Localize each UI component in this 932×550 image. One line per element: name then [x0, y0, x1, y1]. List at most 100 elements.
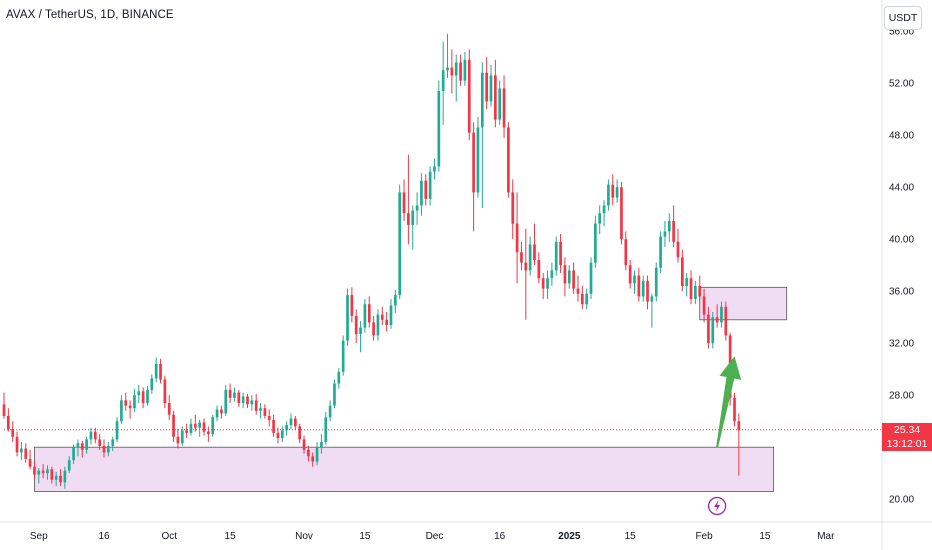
candle: [89, 427, 93, 445]
candle: [267, 409, 271, 427]
candle: [333, 379, 336, 409]
candle-body: [424, 180, 428, 199]
candle-body: [311, 456, 315, 462]
candle: [520, 241, 523, 271]
candle-body: [346, 295, 349, 341]
candle: [715, 304, 719, 328]
candle: [280, 426, 284, 442]
symbol-title: AVAX / TetherUS, 1D, BINANCE: [6, 9, 174, 21]
candle: [28, 449, 32, 470]
candle-body: [259, 408, 262, 411]
candle: [176, 429, 180, 449]
candle: [202, 418, 206, 436]
candle-body: [663, 231, 667, 237]
candle-body: [680, 257, 684, 286]
candle-body: [250, 400, 254, 405]
candle-body: [180, 430, 184, 444]
candle-body: [450, 67, 454, 76]
candle-body: [367, 304, 371, 323]
candle-body: [654, 267, 658, 297]
candle: [263, 404, 267, 419]
candle-body: [241, 396, 245, 403]
candle: [385, 312, 388, 332]
candle: [298, 423, 302, 444]
candle: [159, 358, 162, 384]
candle-body: [198, 422, 202, 428]
candle-body: [33, 466, 36, 475]
candle: [737, 413, 741, 476]
candle: [228, 383, 232, 403]
candle: [598, 205, 602, 234]
candle-body: [298, 426, 302, 440]
candle-body: [315, 447, 319, 462]
candle: [20, 442, 23, 461]
lightning-icon[interactable]: [707, 496, 727, 516]
candle: [2, 392, 6, 419]
candle: [685, 273, 689, 297]
candle-body: [546, 278, 549, 289]
candle: [15, 431, 19, 457]
candle: [720, 301, 723, 328]
candle: [76, 439, 80, 457]
candle-body: [120, 400, 123, 422]
candle: [93, 427, 97, 444]
candle: [46, 465, 49, 480]
candle: [259, 403, 262, 419]
candle: [550, 262, 554, 286]
candle-body: [337, 371, 341, 384]
candle: [672, 205, 675, 247]
candle-body: [720, 306, 723, 323]
time-tick-label: Nov: [295, 531, 313, 542]
candle: [67, 456, 71, 474]
candle-body: [159, 364, 162, 380]
candle-body: [428, 171, 432, 199]
candle: [663, 221, 667, 247]
candle: [163, 375, 167, 409]
time-tick-label: 2025: [558, 531, 581, 542]
candle-body: [28, 458, 32, 467]
candle: [620, 182, 623, 245]
candle-body: [354, 315, 358, 335]
time-axis[interactable]: Sep 16 Oct 15 Nov 15 Dec 16 2025 15 Feb 15 Mar: [30, 531, 835, 542]
candle-body: [454, 62, 458, 76]
currency-button[interactable]: USDT: [884, 6, 922, 30]
candle-body: [293, 418, 297, 427]
candle-body: [72, 447, 75, 461]
candle-body: [385, 319, 388, 325]
candle: [511, 179, 515, 240]
candle: [272, 414, 275, 437]
candle-body: [376, 314, 380, 336]
candle: [624, 231, 628, 271]
candle: [594, 215, 597, 268]
candle: [559, 234, 562, 273]
candle-body: [80, 443, 84, 450]
candle-body: [328, 405, 332, 418]
candle-body: [141, 391, 145, 403]
candle: [320, 434, 323, 454]
candle-body: [633, 275, 636, 284]
candle-body: [537, 260, 541, 279]
candle: [167, 395, 171, 420]
candle-body: [433, 166, 436, 172]
candle: [50, 466, 54, 484]
candle: [524, 228, 528, 320]
price-tick-label: 20.00: [889, 495, 914, 506]
candle: [733, 392, 736, 427]
candle-body: [276, 432, 280, 439]
candle: [724, 301, 728, 341]
candle-body: [515, 223, 519, 253]
candle-body: [107, 445, 110, 453]
candle-countdown: 13:12:01: [882, 436, 932, 451]
price-tick-label: 40.00: [889, 235, 914, 246]
candle-body: [550, 270, 554, 279]
candle: [707, 306, 710, 349]
candle: [467, 49, 471, 141]
candle: [659, 231, 662, 273]
price-tick-label: 32.00: [889, 339, 914, 350]
candle-body: [646, 280, 649, 302]
candle-body: [324, 417, 328, 442]
candle-body: [659, 236, 662, 268]
candle: [141, 387, 145, 409]
candle: [59, 469, 62, 487]
